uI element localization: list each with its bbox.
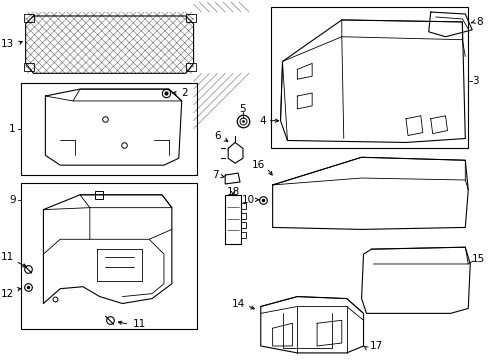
Text: 3: 3 xyxy=(472,76,479,86)
Text: 2: 2 xyxy=(182,88,188,98)
Text: 18: 18 xyxy=(226,187,240,197)
Text: 1: 1 xyxy=(9,123,16,134)
Bar xyxy=(21,83,196,175)
Text: 14: 14 xyxy=(232,298,245,309)
Text: 6: 6 xyxy=(215,131,221,140)
Text: 5: 5 xyxy=(240,104,246,114)
Text: 9: 9 xyxy=(9,195,16,205)
Bar xyxy=(186,63,196,71)
Text: 8: 8 xyxy=(476,17,483,27)
Bar xyxy=(186,14,196,22)
Bar xyxy=(24,14,33,22)
Text: 13: 13 xyxy=(0,39,14,49)
Text: 17: 17 xyxy=(369,341,383,351)
Bar xyxy=(95,191,103,199)
Text: 11: 11 xyxy=(132,319,146,329)
Bar xyxy=(270,7,468,148)
Text: 4: 4 xyxy=(259,116,266,126)
Text: 15: 15 xyxy=(472,254,486,264)
Text: 12: 12 xyxy=(0,289,14,299)
Bar xyxy=(24,63,33,71)
Text: 11: 11 xyxy=(0,252,14,262)
Text: 7: 7 xyxy=(212,170,218,180)
Text: 10: 10 xyxy=(242,195,255,205)
Bar xyxy=(21,183,196,329)
Text: 16: 16 xyxy=(251,160,265,170)
